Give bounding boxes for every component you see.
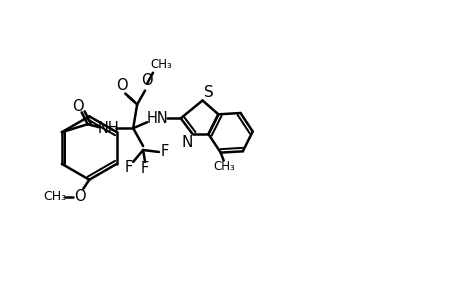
Text: O: O: [141, 73, 152, 88]
Text: CH₃: CH₃: [150, 58, 171, 71]
Text: F: F: [140, 161, 149, 176]
Text: O: O: [74, 189, 86, 204]
Text: N: N: [182, 135, 193, 150]
Text: S: S: [203, 85, 213, 100]
Text: O: O: [72, 99, 84, 114]
Text: CH₃: CH₃: [213, 160, 235, 173]
Text: F: F: [161, 145, 168, 160]
Text: HN: HN: [147, 111, 168, 126]
Text: O: O: [116, 78, 128, 93]
Text: NH: NH: [97, 121, 119, 136]
Text: CH₃: CH₃: [43, 190, 66, 203]
Text: F: F: [125, 160, 133, 175]
